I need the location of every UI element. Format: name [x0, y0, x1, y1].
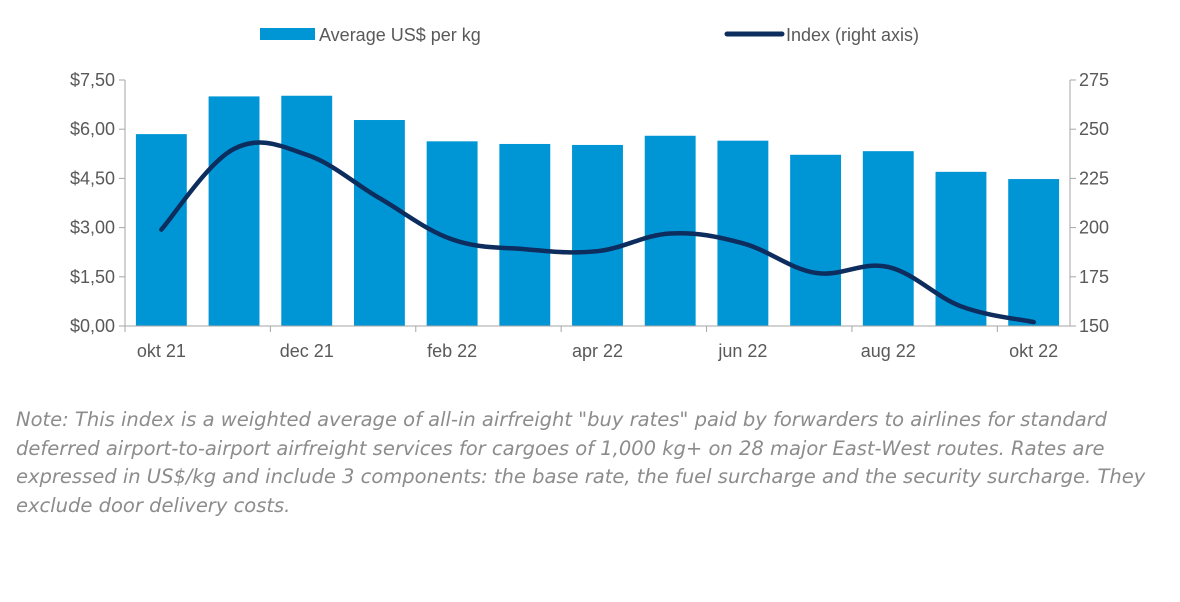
bar-9: [790, 154, 842, 326]
bar-11: [935, 171, 987, 326]
y-left-tick-label: $3,00: [70, 218, 115, 238]
x-tick-label: jun 22: [717, 341, 767, 361]
x-tick-label: okt 22: [1009, 341, 1058, 361]
y-left-tick-label: $0,00: [70, 316, 115, 336]
y-right-tick-label: 275: [1079, 70, 1109, 90]
bar-5: [499, 143, 551, 326]
y-right-tick-label: 200: [1079, 218, 1109, 238]
note-text: Note: This index is a weighted average o…: [16, 408, 1146, 517]
x-tick-label: apr 22: [572, 341, 623, 361]
y-left-tick-label: $4,50: [70, 168, 115, 188]
bar-7: [644, 135, 696, 326]
bar-8: [717, 140, 769, 326]
bar-12: [1008, 179, 1060, 326]
index-line: [159, 140, 1036, 325]
x-tick-label: okt 21: [137, 341, 186, 361]
y-right-tick-label: 250: [1079, 119, 1109, 139]
x-tick-label: dec 21: [280, 341, 334, 361]
bar-3: [353, 120, 405, 327]
x-tick-label: aug 22: [861, 341, 916, 361]
y-right-tick-label: 150: [1079, 316, 1109, 336]
y-right-tick-label: 225: [1079, 168, 1109, 188]
plot-area: $0,00 $1,50 $3,00 $4,50 $6,00 $7,50 150 175 200 2…: [70, 70, 1109, 361]
legend: Average US$ per kg Index (right axis): [260, 25, 919, 45]
chart: Average US$ per kg Index (right axis) $0…: [70, 25, 1109, 361]
bar-10: [862, 151, 914, 326]
legend-bar-swatch: [260, 28, 315, 40]
y-left-tick-label: $7,50: [70, 70, 115, 90]
bar-2: [281, 95, 333, 326]
y-left-tick-label: $6,00: [70, 119, 115, 139]
bar-1: [208, 96, 260, 327]
y-right-tick-label: 175: [1079, 267, 1109, 287]
legend-line-label: Index (right axis): [786, 25, 919, 45]
bar-6: [572, 144, 623, 326]
legend-bar-label: Average US$ per kg: [319, 25, 481, 45]
x-tick-label: feb 22: [427, 341, 477, 361]
y-left-tick-label: $1,50: [70, 267, 115, 287]
